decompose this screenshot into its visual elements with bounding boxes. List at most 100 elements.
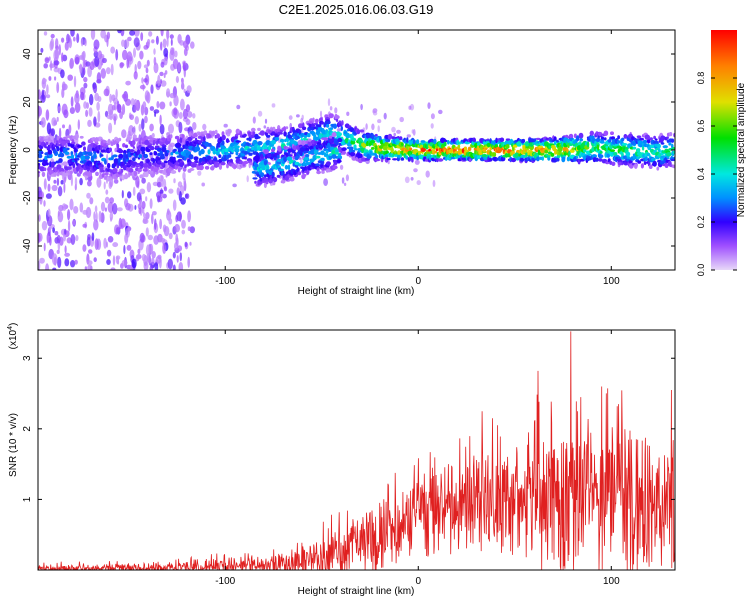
heatmap-cell xyxy=(56,135,60,141)
heatmap-cell xyxy=(321,170,325,174)
heatmap-cell xyxy=(522,146,526,151)
snr-y-label: SNR (10 * v/v) xyxy=(8,413,19,477)
heatmap-cell xyxy=(112,167,118,173)
spectrogram-y-label: Frequency (Hz) xyxy=(8,116,19,185)
heatmap-cell xyxy=(184,164,187,168)
heatmap-cell xyxy=(134,116,139,125)
heatmap-cell xyxy=(156,101,160,109)
heatmap-cell xyxy=(144,171,149,178)
heatmap-cell xyxy=(556,139,559,143)
x-tick-label: 100 xyxy=(603,576,620,587)
heatmap-cell xyxy=(651,157,656,162)
heatmap-cell xyxy=(296,114,300,118)
heatmap-cell xyxy=(52,144,57,148)
heatmap-cell xyxy=(83,67,86,76)
heatmap-cell xyxy=(632,146,637,150)
heatmap-cell xyxy=(148,137,154,140)
heatmap-cell xyxy=(140,146,146,152)
heatmap-cell xyxy=(44,155,48,161)
heatmap-cell xyxy=(159,256,162,269)
heatmap-cell xyxy=(47,149,53,155)
heatmap-cell xyxy=(468,158,472,163)
heatmap-cell xyxy=(110,63,114,76)
heatmap-cell xyxy=(473,137,476,143)
heatmap-cell xyxy=(310,149,315,155)
heatmap-cell xyxy=(44,144,47,149)
heatmap-cell xyxy=(74,56,80,65)
heatmap-cell xyxy=(166,30,170,40)
heatmap-cell xyxy=(134,134,137,139)
heatmap-cell xyxy=(110,46,116,54)
heatmap-cell xyxy=(112,242,119,248)
heatmap-cell xyxy=(94,56,100,67)
heatmap-cell xyxy=(642,139,648,144)
heatmap-cell xyxy=(106,259,111,265)
heatmap-cell xyxy=(289,176,295,182)
heatmap-cell xyxy=(335,140,339,146)
heatmap-cell xyxy=(63,228,67,235)
heatmap-cell xyxy=(79,202,84,213)
heatmap-cell xyxy=(325,161,331,166)
heatmap-cell xyxy=(354,148,358,151)
heatmap-cell xyxy=(83,101,88,109)
heatmap-cell xyxy=(53,138,56,143)
heatmap-cell xyxy=(420,140,426,143)
heatmap-cell xyxy=(139,162,144,166)
heatmap-cell xyxy=(285,126,289,130)
heatmap-cell xyxy=(141,118,145,131)
heatmap-cell xyxy=(69,59,73,69)
heatmap-cell xyxy=(192,122,197,130)
heatmap-cell xyxy=(121,104,126,115)
y-tick-label: 2 xyxy=(22,426,33,432)
heatmap-cell xyxy=(585,150,591,155)
heatmap-cell xyxy=(221,140,225,146)
heatmap-cell xyxy=(337,137,343,143)
heatmap-cell xyxy=(331,150,335,154)
heatmap-cell xyxy=(64,151,70,155)
heatmap-cell xyxy=(319,110,323,118)
heatmap-cell xyxy=(141,177,146,184)
heatmap-cell xyxy=(183,177,186,186)
heatmap-cell xyxy=(185,118,191,126)
heatmap-cell xyxy=(139,232,145,243)
y-tick-label: 20 xyxy=(22,96,33,108)
heatmap-cell xyxy=(672,147,675,150)
heatmap-cell xyxy=(288,115,293,120)
heatmap-cell xyxy=(335,118,339,122)
heatmap-cell xyxy=(547,155,551,158)
heatmap-cell xyxy=(67,74,73,81)
heatmap-cell xyxy=(160,153,165,158)
heatmap-cell xyxy=(57,256,62,268)
heatmap-cell xyxy=(38,159,43,163)
heatmap-cell xyxy=(177,167,181,173)
heatmap-cell xyxy=(163,56,168,66)
heatmap-cell xyxy=(266,134,271,138)
heatmap-cell xyxy=(108,122,113,134)
heatmap-cell xyxy=(666,152,672,157)
heatmap-cell xyxy=(169,134,173,139)
heatmap-cell xyxy=(38,232,41,244)
heatmap-cell xyxy=(176,187,180,196)
heatmap-cell xyxy=(209,159,213,164)
heatmap-cell xyxy=(175,151,179,155)
heatmap-cell xyxy=(443,141,447,147)
heatmap-cell xyxy=(283,131,287,137)
snr-x-label: Height of straight line (km) xyxy=(298,586,415,597)
heatmap-cell xyxy=(145,196,148,202)
heatmap-cell xyxy=(122,143,126,148)
heatmap-cell xyxy=(476,142,481,146)
colorbar-tick-label: 0.6 xyxy=(696,120,706,133)
heatmap-cell xyxy=(70,234,76,245)
heatmap-cell xyxy=(409,147,413,151)
heatmap-cell xyxy=(149,198,153,209)
heatmap-cell xyxy=(211,131,216,137)
heatmap-cell xyxy=(50,33,55,39)
heatmap-cell xyxy=(243,160,249,165)
heatmap-cell xyxy=(74,102,81,113)
heatmap-cell xyxy=(222,146,227,150)
heatmap-cell xyxy=(272,177,278,183)
heatmap-cell xyxy=(271,148,275,153)
heatmap-cell xyxy=(535,137,541,141)
heatmap-cell xyxy=(646,138,651,144)
heatmap-cell xyxy=(106,249,112,257)
